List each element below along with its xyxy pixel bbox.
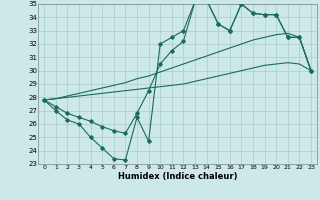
X-axis label: Humidex (Indice chaleur): Humidex (Indice chaleur) [118, 172, 237, 181]
